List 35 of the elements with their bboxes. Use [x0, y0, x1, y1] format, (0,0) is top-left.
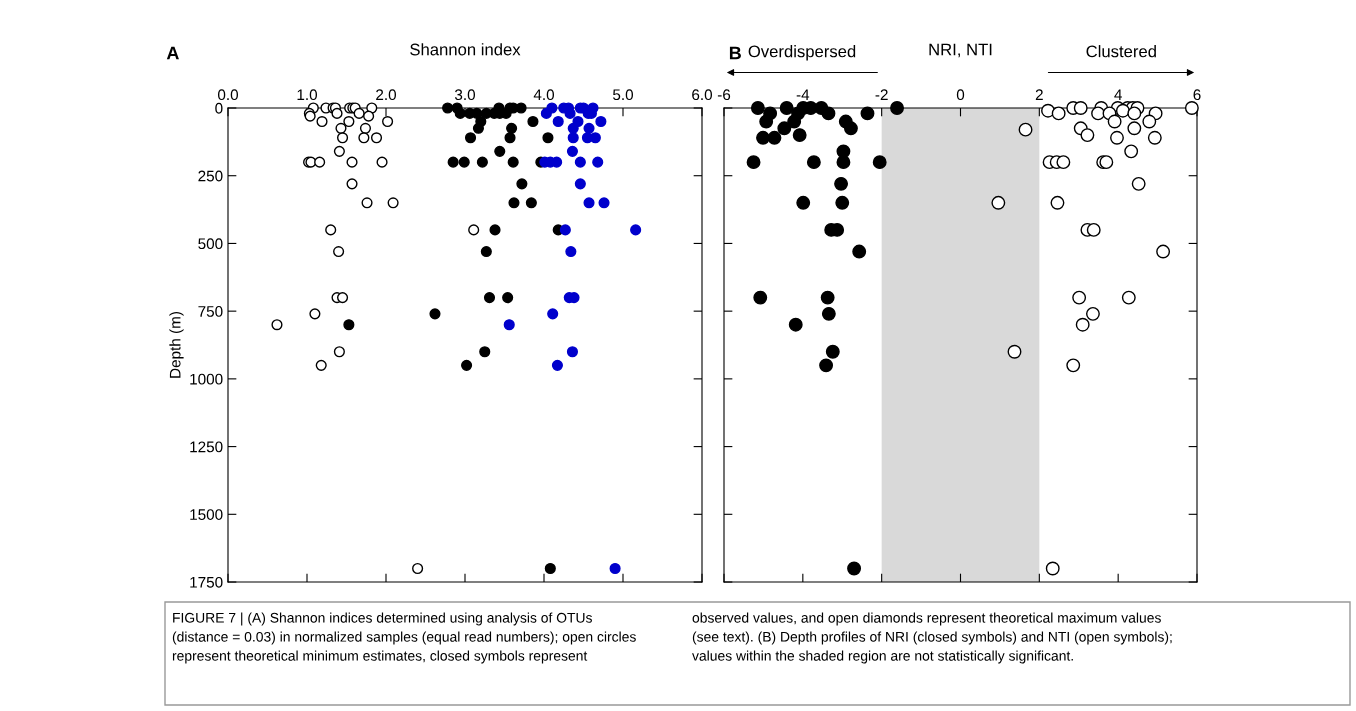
- x-tick-label: 6: [1193, 89, 1201, 101]
- text: (see text). (B) Depth profiles of NRI (closed symbols) and NTI (open symbols);: [692, 631, 1172, 645]
- x-tick-label: 0.0: [217, 89, 239, 101]
- y-tick-label: 750: [198, 306, 223, 317]
- x-tick-label: 4.0: [533, 89, 555, 101]
- y-tick-label: 1250: [190, 441, 223, 453]
- y-tick-label: 500: [198, 238, 223, 250]
- x-tick-label: -4: [796, 89, 810, 100]
- x-tick-label: 2: [1035, 89, 1043, 100]
- x-tick-label: 1.0: [297, 89, 318, 101]
- text: observed values, and open diamonds represent theoretical maximum values: [692, 612, 1161, 626]
- chart-title: NRI, NTI: [929, 43, 992, 58]
- caption: FIGURE 7 | (A) Shannon indices determined using analysis of OTUs: [173, 612, 592, 626]
- y-tick-label: 1000: [190, 373, 223, 385]
- text: Overdispersed: [748, 45, 856, 61]
- y-tick-label: 1750: [190, 576, 223, 588]
- y-tick-label: 250: [198, 170, 223, 182]
- y-tick-label: 1500: [190, 509, 223, 520]
- text: (distance = 0.03) in normalized samples (equal read numbers); open circles: [172, 631, 636, 645]
- x-tick-label: -2: [875, 89, 888, 100]
- x-tick-label: 5.0: [612, 89, 634, 101]
- text: values within the shaded region are not statistically significant.: [692, 650, 1073, 664]
- y-axis-title: Depth (m): [169, 312, 184, 378]
- text: A: [166, 46, 179, 60]
- x-tick-label: 0: [956, 89, 965, 101]
- y-tick-label: 0: [215, 102, 223, 114]
- x-tick-label: 3.0: [454, 89, 476, 101]
- x-tick-label: 2.0: [376, 89, 397, 101]
- text: represent theoretical minimum estimates, closed symbols represent: [172, 650, 588, 664]
- chart-title: Shannon index: [410, 43, 521, 56]
- x-tick-label: 4: [1114, 89, 1122, 100]
- text: Clustered: [1086, 45, 1156, 58]
- x-tick-label: -6: [717, 89, 731, 101]
- x-tick-label: 6.0: [692, 89, 713, 101]
- text: B: [729, 46, 741, 60]
